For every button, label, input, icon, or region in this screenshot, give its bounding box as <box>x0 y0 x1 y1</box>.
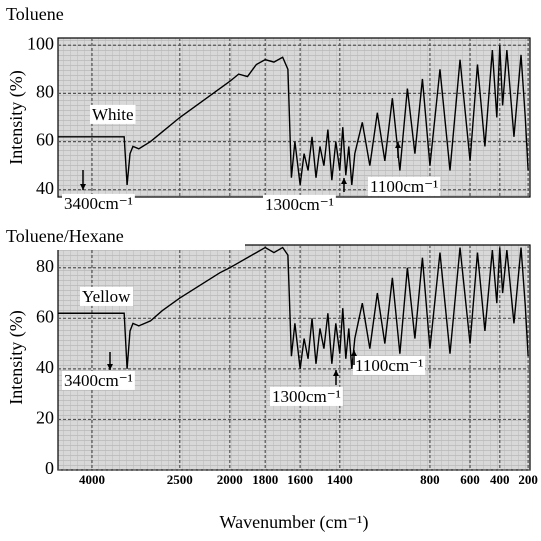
annotation-background <box>263 194 336 214</box>
plot-background <box>57 37 531 198</box>
x-tick-label: 200 <box>518 472 538 487</box>
x-tick-label: 400 <box>490 472 510 487</box>
x-tick-label: 1600 <box>287 472 313 487</box>
y-tick-label: 20 <box>36 408 54 428</box>
annotation-background <box>80 286 134 306</box>
y-tick-label: 60 <box>36 130 54 150</box>
annotation: 1300cm⁻¹ <box>265 195 334 214</box>
annotation-background <box>62 193 135 213</box>
x-tick-label: 2500 <box>167 472 193 487</box>
annotation: 3400cm⁻¹ <box>64 194 133 213</box>
arrow-head <box>333 370 339 376</box>
annotation-background <box>90 104 136 124</box>
x-tick-label: 1400 <box>327 472 353 487</box>
x-axis-label: Wavenumber (cm⁻¹) <box>220 512 369 533</box>
spectrum-line <box>58 246 529 369</box>
arrow-head <box>80 184 86 190</box>
y-tick-label: 40 <box>36 178 54 198</box>
annotation: 3400cm⁻¹ <box>64 371 133 390</box>
x-tick-label: 1800 <box>252 472 278 487</box>
y-tick-label: 80 <box>36 82 54 102</box>
chart-title: Toluene/Hexane <box>6 226 124 246</box>
x-tick-label: 600 <box>460 472 480 487</box>
chart-title: Toluene <box>6 4 64 24</box>
y-tick-label: 0 <box>45 458 54 478</box>
arrow-head <box>107 364 113 370</box>
arrow-head <box>395 142 401 148</box>
y-tick-label: 80 <box>36 256 54 276</box>
annotation: 1100cm⁻¹ <box>370 177 438 196</box>
arrow-head <box>341 178 347 184</box>
annotation-background <box>353 355 426 375</box>
arrow-head <box>351 350 357 356</box>
x-tick-label: 4000 <box>79 472 105 487</box>
annotation: White <box>92 105 134 124</box>
spectrum-line <box>58 45 529 186</box>
annotation: Yellow <box>82 287 131 306</box>
annotation-background <box>62 370 135 390</box>
y-axis-label: Intensity (%) <box>6 70 27 164</box>
annotation: 1100cm⁻¹ <box>355 356 423 375</box>
plot-background <box>57 244 531 471</box>
y-tick-label: 40 <box>36 357 54 377</box>
annotation: 1300cm⁻¹ <box>272 387 341 406</box>
x-tick-label: 2000 <box>217 472 243 487</box>
annotation-background <box>368 176 441 196</box>
y-tick-label: 100 <box>27 33 54 53</box>
title-background <box>0 226 245 250</box>
title-background <box>0 4 80 28</box>
y-tick-label: 60 <box>36 306 54 326</box>
y-axis-label: Intensity (%) <box>6 310 27 404</box>
x-tick-label: 800 <box>420 472 440 487</box>
annotation-background <box>270 386 343 406</box>
